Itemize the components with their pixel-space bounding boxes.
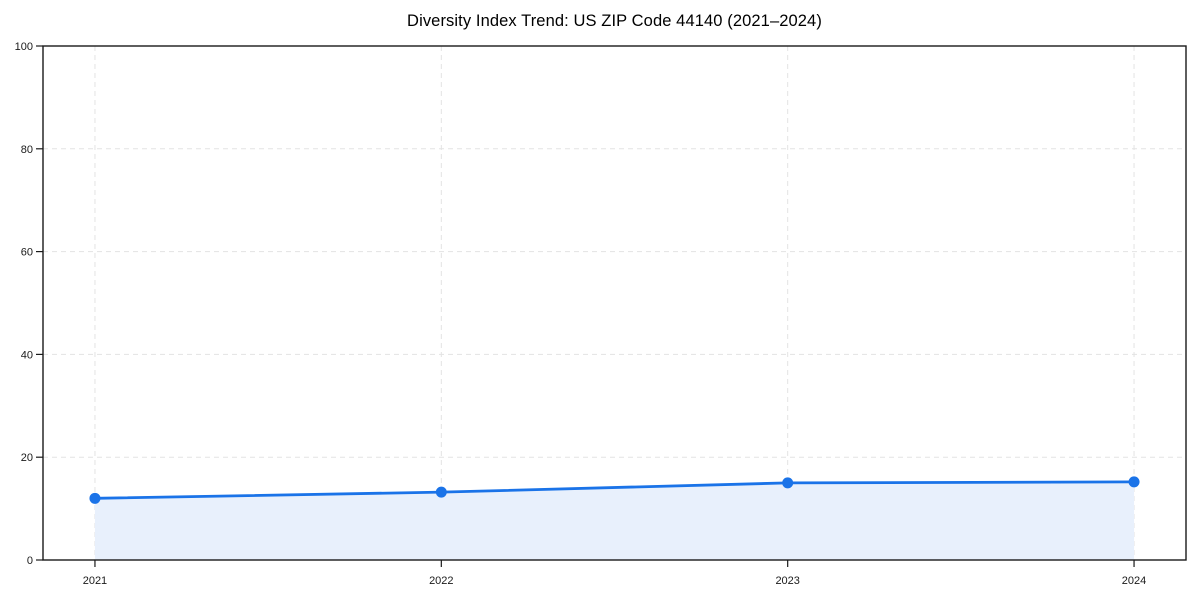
data-point-2024 [1128,476,1140,488]
y-tick-label: 20 [21,452,33,464]
y-tick-label: 100 [15,41,33,53]
x-tick-label: 2022 [429,575,453,587]
trend-line [93,480,1136,500]
x-tick-label: 2021 [83,575,107,587]
y-tick-label: 0 [27,555,33,567]
data-point-2021 [89,492,101,504]
y-tick-label: 80 [21,144,33,156]
y-tick-label: 40 [21,349,33,361]
x-tick-label: 2024 [1122,575,1146,587]
area-fill [94,481,1135,560]
y-tick-label: 60 [21,247,33,259]
data-point-2023 [782,477,794,489]
data-point-2022 [435,486,447,498]
chart-title: Diversity Index Trend: US ZIP Code 44140… [407,12,822,30]
plot-border [42,45,1187,561]
x-tick-label: 2023 [775,575,799,587]
